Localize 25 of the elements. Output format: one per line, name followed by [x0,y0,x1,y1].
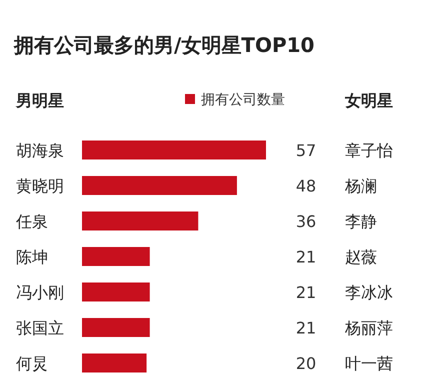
text: 李静 [345,212,377,231]
y-tick-label: 张国立 [16,318,64,338]
text: 赵薇 [345,248,377,266]
y-tick-label: 陈坤 [16,248,48,266]
text: 章子怡 [345,141,393,160]
legend-label: 拥有公司数量 [201,92,285,108]
y-tick-label: 黄晓明 [16,176,64,196]
text: 杨澜 [344,176,377,196]
data-label: 21 [296,248,316,266]
data-label: 48 [296,176,316,196]
title: 拥有公司最多的男/女明星TOP10 [14,33,314,57]
data-label: 21 [296,283,316,302]
y-tick-label: 何炅 [16,354,48,373]
y-axis-title: 男明星 [15,91,64,110]
y-tick-label: 胡海泉 [16,141,64,160]
y-tick-label: 冯小刚 [16,283,64,302]
text: 李冰冰 [345,283,393,302]
text: 叶一茜 [345,354,393,373]
data-label: 36 [296,212,316,231]
data-label: 20 [296,354,316,373]
text: 女明星 [344,91,393,110]
data-label: 57 [296,141,316,160]
text: 杨丽萍 [344,318,393,338]
data-label: 21 [296,318,316,338]
y-tick-label: 任泉 [15,212,48,231]
